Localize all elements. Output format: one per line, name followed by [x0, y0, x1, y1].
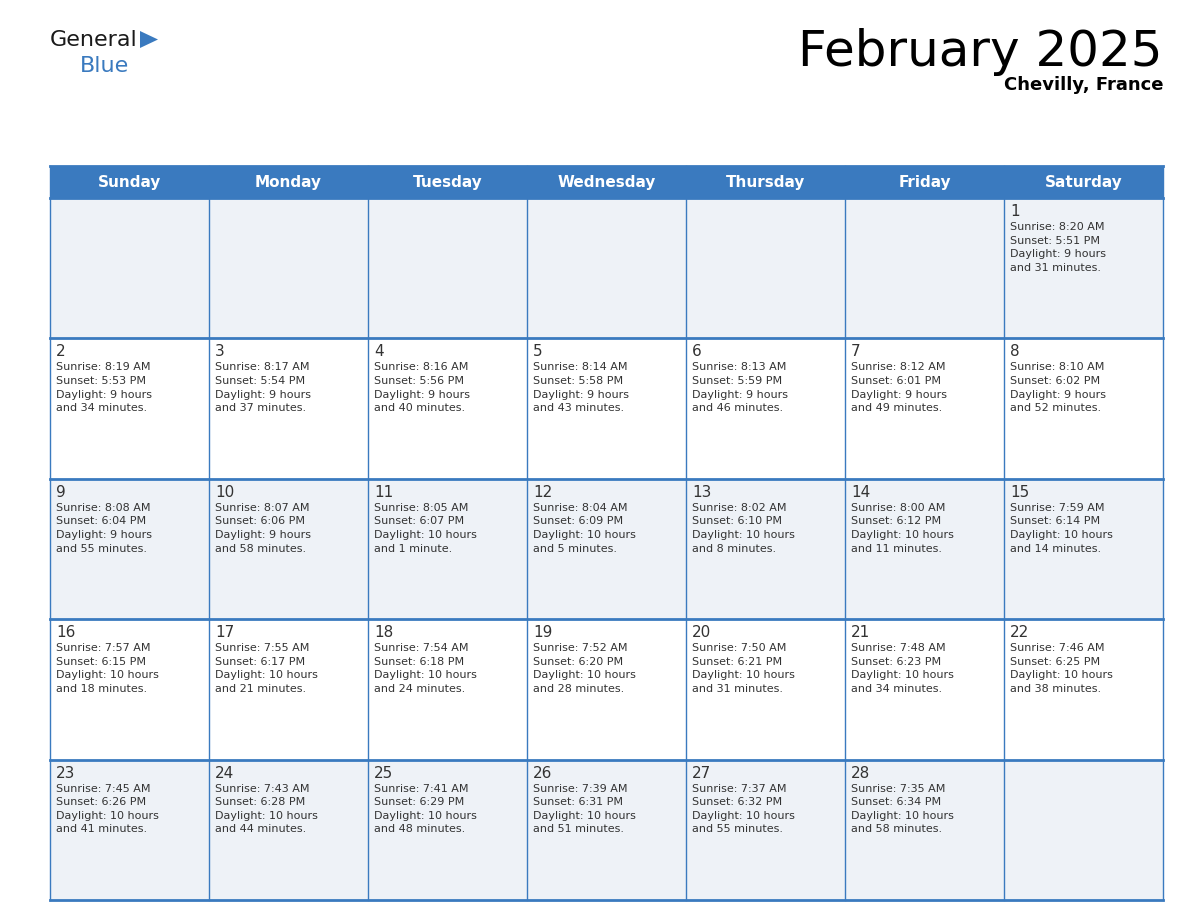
Text: Tuesday: Tuesday [412, 174, 482, 189]
Text: Chevilly, France: Chevilly, France [1004, 76, 1163, 94]
Text: Thursday: Thursday [726, 174, 805, 189]
Text: 13: 13 [691, 485, 712, 499]
Text: Sunrise: 8:13 AM
Sunset: 5:59 PM
Daylight: 9 hours
and 46 minutes.: Sunrise: 8:13 AM Sunset: 5:59 PM Dayligh… [691, 363, 788, 413]
Text: Sunrise: 8:08 AM
Sunset: 6:04 PM
Daylight: 9 hours
and 55 minutes.: Sunrise: 8:08 AM Sunset: 6:04 PM Dayligh… [56, 503, 152, 554]
Text: Sunrise: 7:48 AM
Sunset: 6:23 PM
Daylight: 10 hours
and 34 minutes.: Sunrise: 7:48 AM Sunset: 6:23 PM Dayligh… [851, 644, 954, 694]
Text: 6: 6 [691, 344, 702, 360]
Text: Monday: Monday [255, 174, 322, 189]
Text: Sunrise: 7:41 AM
Sunset: 6:29 PM
Daylight: 10 hours
and 48 minutes.: Sunrise: 7:41 AM Sunset: 6:29 PM Dayligh… [374, 784, 476, 834]
Polygon shape [140, 31, 158, 48]
Text: Sunrise: 8:07 AM
Sunset: 6:06 PM
Daylight: 9 hours
and 58 minutes.: Sunrise: 8:07 AM Sunset: 6:06 PM Dayligh… [215, 503, 311, 554]
Text: 15: 15 [1010, 485, 1029, 499]
Text: Sunrise: 8:14 AM
Sunset: 5:58 PM
Daylight: 9 hours
and 43 minutes.: Sunrise: 8:14 AM Sunset: 5:58 PM Dayligh… [533, 363, 628, 413]
Text: 21: 21 [851, 625, 871, 640]
Text: 2: 2 [56, 344, 65, 360]
Text: 18: 18 [374, 625, 393, 640]
Text: 28: 28 [851, 766, 871, 780]
Text: 11: 11 [374, 485, 393, 499]
Text: Sunrise: 7:46 AM
Sunset: 6:25 PM
Daylight: 10 hours
and 38 minutes.: Sunrise: 7:46 AM Sunset: 6:25 PM Dayligh… [1010, 644, 1113, 694]
Text: 23: 23 [56, 766, 75, 780]
Text: Sunrise: 8:20 AM
Sunset: 5:51 PM
Daylight: 9 hours
and 31 minutes.: Sunrise: 8:20 AM Sunset: 5:51 PM Dayligh… [1010, 222, 1106, 273]
Text: 22: 22 [1010, 625, 1029, 640]
Text: Sunrise: 7:55 AM
Sunset: 6:17 PM
Daylight: 10 hours
and 21 minutes.: Sunrise: 7:55 AM Sunset: 6:17 PM Dayligh… [215, 644, 318, 694]
Text: 27: 27 [691, 766, 712, 780]
Text: 4: 4 [374, 344, 384, 360]
Text: Sunrise: 8:10 AM
Sunset: 6:02 PM
Daylight: 9 hours
and 52 minutes.: Sunrise: 8:10 AM Sunset: 6:02 PM Dayligh… [1010, 363, 1106, 413]
Text: 1: 1 [1010, 204, 1019, 219]
Text: 25: 25 [374, 766, 393, 780]
Bar [50, 759, 1163, 900]
Bar [50, 479, 1163, 620]
Text: 16: 16 [56, 625, 75, 640]
Bar [50, 166, 1163, 198]
Text: Sunrise: 7:35 AM
Sunset: 6:34 PM
Daylight: 10 hours
and 58 minutes.: Sunrise: 7:35 AM Sunset: 6:34 PM Dayligh… [851, 784, 954, 834]
Bar [50, 339, 1163, 479]
Text: Sunrise: 8:02 AM
Sunset: 6:10 PM
Daylight: 10 hours
and 8 minutes.: Sunrise: 8:02 AM Sunset: 6:10 PM Dayligh… [691, 503, 795, 554]
Text: Sunrise: 7:54 AM
Sunset: 6:18 PM
Daylight: 10 hours
and 24 minutes.: Sunrise: 7:54 AM Sunset: 6:18 PM Dayligh… [374, 644, 476, 694]
Bar [50, 198, 1163, 339]
Text: Sunday: Sunday [97, 174, 162, 189]
Text: Blue: Blue [80, 56, 129, 76]
Text: 19: 19 [533, 625, 552, 640]
Text: 20: 20 [691, 625, 712, 640]
Bar [50, 620, 1163, 759]
Text: Sunrise: 7:59 AM
Sunset: 6:14 PM
Daylight: 10 hours
and 14 minutes.: Sunrise: 7:59 AM Sunset: 6:14 PM Dayligh… [1010, 503, 1113, 554]
Text: 17: 17 [215, 625, 234, 640]
Text: 7: 7 [851, 344, 860, 360]
Text: 8: 8 [1010, 344, 1019, 360]
Text: Sunrise: 7:52 AM
Sunset: 6:20 PM
Daylight: 10 hours
and 28 minutes.: Sunrise: 7:52 AM Sunset: 6:20 PM Dayligh… [533, 644, 636, 694]
Text: 5: 5 [533, 344, 543, 360]
Text: 9: 9 [56, 485, 65, 499]
Text: 3: 3 [215, 344, 225, 360]
Text: Friday: Friday [898, 174, 950, 189]
Text: General: General [50, 30, 138, 50]
Text: Sunrise: 8:00 AM
Sunset: 6:12 PM
Daylight: 10 hours
and 11 minutes.: Sunrise: 8:00 AM Sunset: 6:12 PM Dayligh… [851, 503, 954, 554]
Text: February 2025: February 2025 [798, 28, 1163, 76]
Text: Sunrise: 7:39 AM
Sunset: 6:31 PM
Daylight: 10 hours
and 51 minutes.: Sunrise: 7:39 AM Sunset: 6:31 PM Dayligh… [533, 784, 636, 834]
Text: Sunrise: 8:05 AM
Sunset: 6:07 PM
Daylight: 10 hours
and 1 minute.: Sunrise: 8:05 AM Sunset: 6:07 PM Dayligh… [374, 503, 476, 554]
Text: 26: 26 [533, 766, 552, 780]
Text: Sunrise: 8:04 AM
Sunset: 6:09 PM
Daylight: 10 hours
and 5 minutes.: Sunrise: 8:04 AM Sunset: 6:09 PM Dayligh… [533, 503, 636, 554]
Text: 12: 12 [533, 485, 552, 499]
Text: Sunrise: 7:57 AM
Sunset: 6:15 PM
Daylight: 10 hours
and 18 minutes.: Sunrise: 7:57 AM Sunset: 6:15 PM Dayligh… [56, 644, 159, 694]
Text: Sunrise: 8:12 AM
Sunset: 6:01 PM
Daylight: 9 hours
and 49 minutes.: Sunrise: 8:12 AM Sunset: 6:01 PM Dayligh… [851, 363, 947, 413]
Text: Sunrise: 8:19 AM
Sunset: 5:53 PM
Daylight: 9 hours
and 34 minutes.: Sunrise: 8:19 AM Sunset: 5:53 PM Dayligh… [56, 363, 152, 413]
Text: 14: 14 [851, 485, 871, 499]
Text: Sunrise: 7:50 AM
Sunset: 6:21 PM
Daylight: 10 hours
and 31 minutes.: Sunrise: 7:50 AM Sunset: 6:21 PM Dayligh… [691, 644, 795, 694]
Text: Sunrise: 8:17 AM
Sunset: 5:54 PM
Daylight: 9 hours
and 37 minutes.: Sunrise: 8:17 AM Sunset: 5:54 PM Dayligh… [215, 363, 311, 413]
Text: Sunrise: 7:45 AM
Sunset: 6:26 PM
Daylight: 10 hours
and 41 minutes.: Sunrise: 7:45 AM Sunset: 6:26 PM Dayligh… [56, 784, 159, 834]
Text: 10: 10 [215, 485, 234, 499]
Text: 24: 24 [215, 766, 234, 780]
Text: Sunrise: 7:43 AM
Sunset: 6:28 PM
Daylight: 10 hours
and 44 minutes.: Sunrise: 7:43 AM Sunset: 6:28 PM Dayligh… [215, 784, 318, 834]
Text: Sunrise: 8:16 AM
Sunset: 5:56 PM
Daylight: 9 hours
and 40 minutes.: Sunrise: 8:16 AM Sunset: 5:56 PM Dayligh… [374, 363, 470, 413]
Text: Sunrise: 7:37 AM
Sunset: 6:32 PM
Daylight: 10 hours
and 55 minutes.: Sunrise: 7:37 AM Sunset: 6:32 PM Dayligh… [691, 784, 795, 834]
Text: Saturday: Saturday [1044, 174, 1123, 189]
Text: Wednesday: Wednesday [557, 174, 656, 189]
